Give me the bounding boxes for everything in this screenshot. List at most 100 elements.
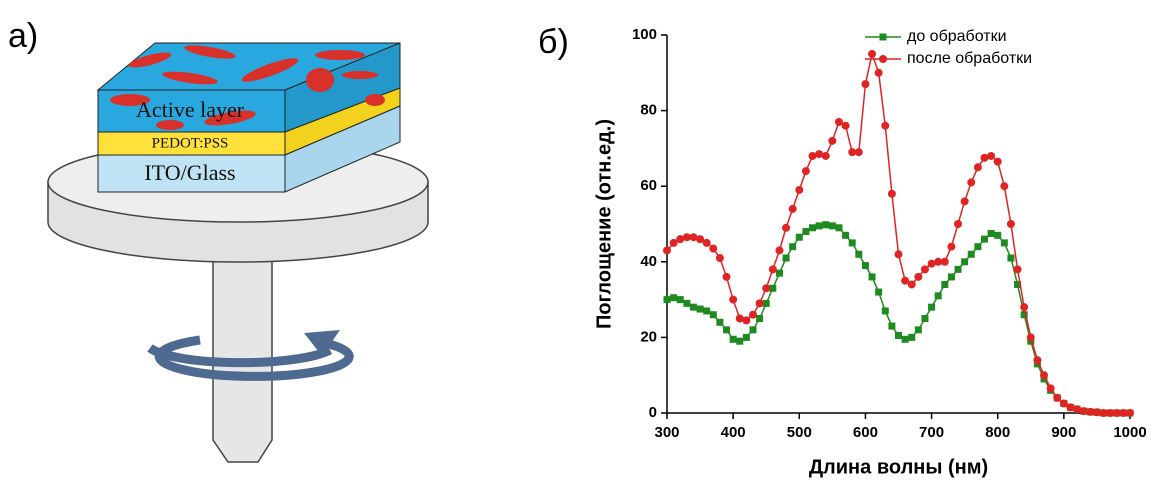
marker bbox=[921, 315, 929, 322]
rotation-arrow bbox=[147, 344, 333, 368]
marker bbox=[669, 238, 678, 247]
marker bbox=[987, 229, 995, 237]
marker bbox=[1126, 409, 1134, 417]
x-axis-title: Длина волны (нм) bbox=[809, 456, 988, 478]
x-tick-label: 400 bbox=[721, 424, 746, 441]
legend-label: после обработки bbox=[907, 50, 1032, 67]
marker bbox=[842, 231, 850, 239]
marker bbox=[947, 242, 956, 251]
marker bbox=[835, 224, 843, 232]
marker bbox=[927, 259, 936, 268]
marker bbox=[961, 258, 969, 266]
marker bbox=[1079, 407, 1088, 416]
layer-label: PEDOT:PSS bbox=[152, 135, 229, 151]
marker bbox=[980, 153, 989, 162]
marker bbox=[895, 332, 902, 340]
marker bbox=[973, 163, 982, 172]
marker bbox=[1119, 409, 1128, 417]
marker bbox=[775, 269, 783, 277]
marker bbox=[663, 296, 671, 304]
marker bbox=[715, 254, 724, 263]
marker bbox=[676, 235, 685, 244]
marker bbox=[755, 299, 764, 308]
marker bbox=[809, 224, 817, 232]
marker bbox=[934, 292, 942, 300]
marker bbox=[729, 295, 738, 304]
marker bbox=[954, 220, 963, 228]
arrow-head bbox=[304, 330, 340, 356]
marker bbox=[768, 265, 777, 274]
marker bbox=[1046, 384, 1055, 393]
marker bbox=[702, 238, 711, 247]
y-tick-label: 0 bbox=[649, 404, 657, 421]
marker bbox=[709, 244, 718, 253]
marker bbox=[828, 136, 837, 145]
marker bbox=[960, 197, 969, 206]
marker bbox=[795, 185, 804, 194]
marker bbox=[901, 276, 910, 285]
x-tick-label: 700 bbox=[919, 424, 944, 441]
marker bbox=[689, 303, 697, 311]
marker bbox=[1033, 356, 1042, 365]
y-tick-label: 100 bbox=[632, 26, 657, 43]
marker bbox=[868, 49, 877, 58]
marker bbox=[729, 335, 737, 343]
marker bbox=[756, 315, 764, 322]
marker bbox=[689, 233, 698, 242]
marker bbox=[928, 303, 936, 311]
marker bbox=[841, 121, 850, 130]
marker bbox=[974, 243, 982, 251]
x-tick-label: 500 bbox=[787, 424, 812, 441]
marker bbox=[875, 288, 883, 296]
marker bbox=[914, 326, 922, 334]
marker bbox=[1013, 265, 1022, 274]
blend-domains bbox=[110, 45, 385, 130]
marker bbox=[782, 223, 791, 232]
front-ito bbox=[97, 154, 286, 193]
marker bbox=[881, 307, 889, 315]
marker bbox=[1053, 393, 1062, 402]
series-line bbox=[666, 51, 1130, 414]
marker bbox=[947, 273, 955, 281]
marker bbox=[874, 68, 883, 77]
marker bbox=[802, 228, 810, 236]
marker bbox=[749, 326, 757, 334]
marker bbox=[1059, 399, 1068, 408]
marker bbox=[854, 148, 863, 157]
marker bbox=[1086, 407, 1095, 416]
marker bbox=[987, 151, 996, 160]
marker bbox=[683, 299, 691, 307]
marker bbox=[1007, 254, 1015, 262]
marker bbox=[1040, 371, 1049, 380]
marker bbox=[1073, 405, 1082, 414]
x-tick-label: 800 bbox=[985, 424, 1010, 441]
marker bbox=[1000, 182, 1009, 191]
marker bbox=[954, 265, 962, 273]
marker bbox=[801, 167, 810, 176]
marker bbox=[1020, 303, 1029, 312]
marker bbox=[815, 222, 823, 230]
marker bbox=[907, 280, 916, 289]
x-tick-label: 300 bbox=[654, 424, 679, 441]
marker bbox=[735, 314, 744, 323]
marker bbox=[940, 257, 949, 266]
marker bbox=[676, 296, 684, 304]
legend-label: до обработки bbox=[907, 28, 1007, 45]
marker bbox=[703, 307, 711, 315]
marker bbox=[1106, 409, 1115, 417]
marker bbox=[1026, 333, 1035, 342]
marker bbox=[722, 272, 731, 281]
marker bbox=[795, 233, 803, 241]
marker bbox=[762, 284, 771, 293]
marker bbox=[1000, 239, 1008, 247]
marker bbox=[887, 189, 896, 198]
marker bbox=[881, 121, 890, 130]
marker bbox=[879, 33, 887, 41]
marker bbox=[696, 235, 705, 244]
marker bbox=[1006, 220, 1015, 228]
marker bbox=[834, 117, 843, 126]
marker bbox=[748, 310, 757, 319]
marker bbox=[894, 250, 903, 259]
y-tick-label: 60 bbox=[640, 177, 657, 194]
